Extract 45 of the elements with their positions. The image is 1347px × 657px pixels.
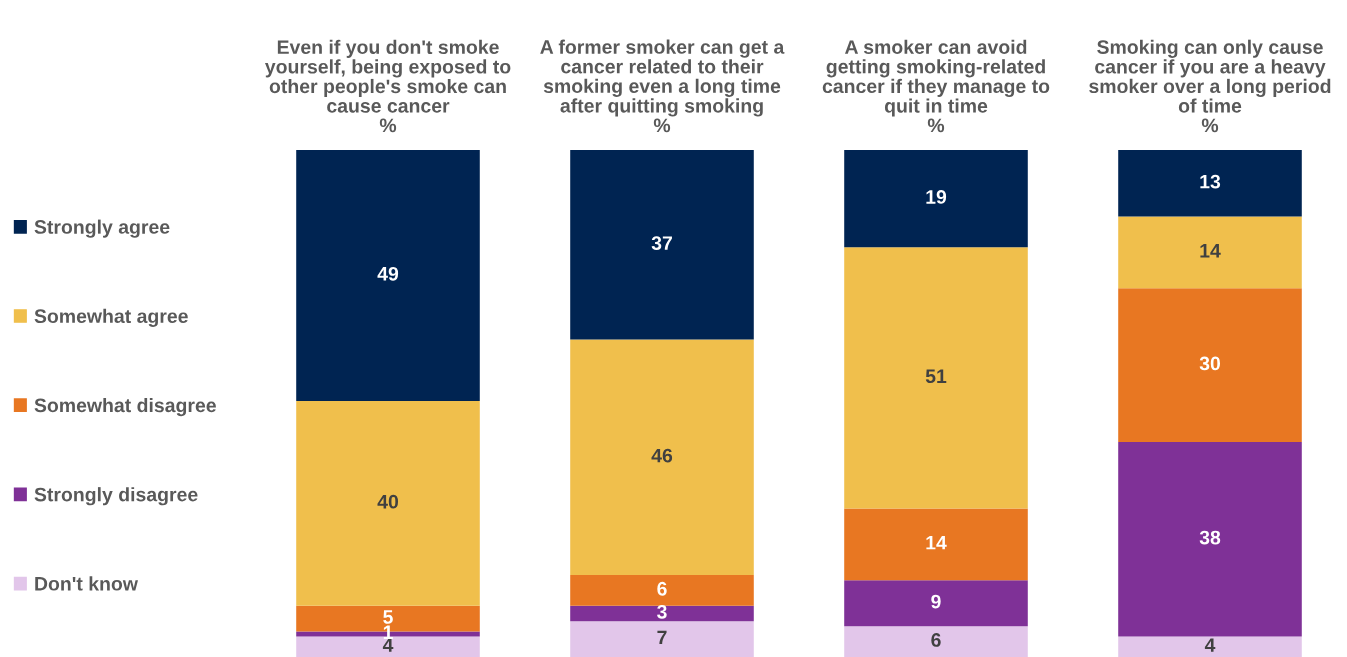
data-label: 19 xyxy=(926,190,947,204)
data-label: 4 xyxy=(1204,638,1216,652)
bar xyxy=(1118,441,1302,637)
data-label: 46 xyxy=(651,448,673,463)
data-label: 4 xyxy=(382,638,394,652)
x-tick-label: A smoker can avoid getting smoking-related cancer if they manage to quit in time % xyxy=(822,39,1050,133)
bar xyxy=(570,150,754,340)
data-label: 13 xyxy=(1200,174,1221,189)
x-tick-label: Smoking can only cause cancer if you are a heavy smoker over a long period of time % xyxy=(1089,39,1331,133)
bar xyxy=(844,626,1028,657)
data-label: 51 xyxy=(925,369,947,384)
bar xyxy=(1118,150,1302,217)
bar xyxy=(1118,288,1302,442)
legend-label: Strongly agree xyxy=(34,219,170,238)
data-label: 30 xyxy=(1199,356,1221,371)
bar xyxy=(570,339,754,576)
bar xyxy=(844,247,1028,509)
bar xyxy=(570,575,754,606)
legend-label: Don't know xyxy=(35,576,138,591)
legend-label: Somewhat agree xyxy=(34,308,188,327)
data-label: 49 xyxy=(377,266,399,281)
data-label: 6 xyxy=(931,633,941,647)
bar xyxy=(1118,636,1302,657)
data-label: 14 xyxy=(926,535,947,550)
data-label: 37 xyxy=(651,236,672,250)
data-label: 9 xyxy=(931,594,941,609)
bar xyxy=(296,400,480,606)
bar xyxy=(844,508,1028,581)
data-label: 5 xyxy=(383,610,393,624)
bar xyxy=(296,150,480,401)
x-tick-label: Even if you don't smoke yourself, being exposed to other people's smoke can cause cancer % xyxy=(264,39,511,133)
x-tick-label: A former smoker can get a cancer related to their smoking even a long time after quitting smoking % xyxy=(540,39,785,133)
bar xyxy=(1118,216,1302,289)
data-label: 40 xyxy=(377,494,399,509)
data-label: 14 xyxy=(1200,244,1221,258)
bar xyxy=(570,605,754,622)
bar xyxy=(570,621,754,657)
data-label: 7 xyxy=(657,630,667,645)
bar xyxy=(844,580,1028,627)
legend-label: Somewhat disagree xyxy=(34,397,216,417)
data-label: 3 xyxy=(657,604,667,619)
legend-label: Strongly disagree xyxy=(34,487,198,506)
data-label: 6 xyxy=(657,581,667,596)
data-label: 38 xyxy=(1199,530,1221,545)
bar xyxy=(844,150,1028,248)
